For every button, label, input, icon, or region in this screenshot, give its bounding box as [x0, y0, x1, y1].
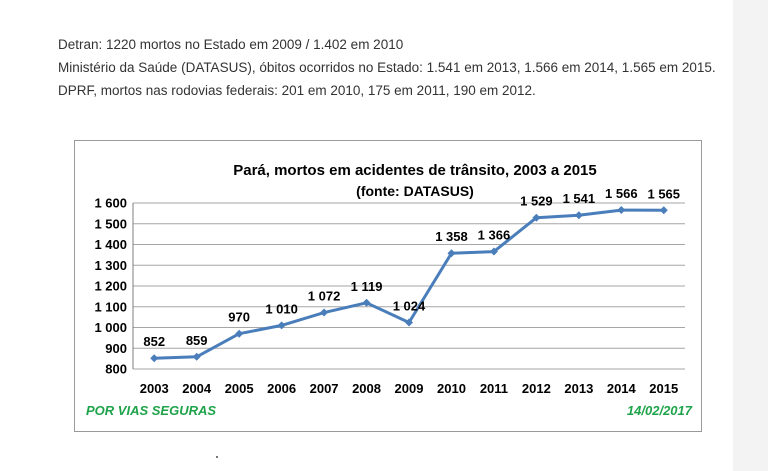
- data-label: 1 566: [605, 186, 638, 201]
- data-point: [447, 249, 456, 258]
- intro-text: Detran: 1220 mortos no Estado em 2009 / …: [58, 36, 728, 105]
- y-tick-label: 1 300: [94, 258, 127, 273]
- data-label: 1 024: [393, 299, 426, 314]
- y-tick-label: 900: [105, 341, 127, 356]
- data-label: 1 358: [435, 229, 468, 244]
- series-line-path: [154, 208, 664, 360]
- footer-date-label: 14/02/2017: [626, 403, 692, 418]
- data-label: 1 072: [308, 289, 341, 304]
- y-tick-label: 1 500: [94, 216, 127, 231]
- data-label: 1 529: [520, 194, 553, 209]
- x-tick-label: 2009: [395, 381, 424, 396]
- y-tick-label: 1 600: [94, 196, 127, 211]
- data-labels: 852 859 970 1 010 1 072 1 119 1 024 1 358 1 366 1…: [143, 186, 680, 349]
- data-point: [659, 206, 668, 215]
- x-tick-label: 2015: [649, 381, 678, 396]
- data-label: 1 119: [351, 279, 383, 294]
- y-tick-label: 1 000: [94, 320, 127, 335]
- x-tick-label: 2006: [267, 381, 296, 396]
- line-chart: Pará, mortos em acidentes de trânsito, 2…: [94, 162, 685, 396]
- x-tick-label: 2014: [607, 381, 637, 396]
- intro-line-datasus: Ministério da Saúde (DATASUS), óbitos oc…: [58, 60, 716, 75]
- intro-line-dprf: DPRF, mortos nas rodovias federais: 201 …: [58, 83, 536, 98]
- x-tick-label: 2008: [352, 381, 381, 396]
- x-axis-ticks: 2003 2004 2005 2006 2007 2008 2009 2010 2011 2012…: [140, 381, 678, 396]
- data-point: [532, 213, 541, 222]
- stray-dot: [216, 456, 218, 458]
- x-tick-label: 2011: [480, 381, 508, 396]
- data-point: [320, 308, 329, 317]
- data-point: [362, 298, 371, 307]
- data-point: [150, 354, 159, 363]
- data-label: 852: [143, 334, 165, 349]
- chart-subtitle: (fonte: DATASUS): [356, 183, 474, 199]
- data-label: 1 541: [563, 191, 596, 206]
- right-margin-shade: [733, 0, 768, 471]
- y-tick-label: 1 400: [94, 237, 127, 252]
- x-tick-label: 2003: [140, 381, 169, 396]
- y-tick-label: 1 100: [94, 299, 127, 314]
- series-line: [150, 206, 668, 363]
- data-point: [192, 352, 201, 361]
- chart-title: Pará, mortos em acidentes de trânsito, 2…: [233, 162, 597, 179]
- y-tick-label: 800: [105, 362, 127, 377]
- data-point: [277, 321, 286, 330]
- x-tick-label: 2004: [182, 381, 212, 396]
- data-label: 970: [228, 310, 250, 325]
- data-point: [617, 206, 626, 215]
- x-tick-label: 2005: [225, 381, 254, 396]
- y-tick-label: 1 200: [94, 279, 127, 294]
- x-tick-label: 2012: [522, 381, 551, 396]
- grid-lines: [132, 202, 685, 370]
- footer-source-label: POR VIAS SEGURAS: [86, 403, 217, 418]
- x-tick-label: 2010: [437, 381, 466, 396]
- chart-container: Pará, mortos em acidentes de trânsito, 2…: [74, 140, 702, 432]
- x-tick-label: 2013: [564, 381, 593, 396]
- data-point: [489, 247, 498, 256]
- data-label: 1 010: [265, 301, 298, 316]
- data-label: 1 366: [478, 228, 511, 243]
- data-label: 1 565: [647, 186, 680, 201]
- data-point: [405, 318, 413, 327]
- data-label: 859: [186, 333, 208, 348]
- intro-line-detran: Detran: 1220 mortos no Estado em 2009 / …: [58, 37, 404, 52]
- data-point: [235, 329, 244, 338]
- x-tick-label: 2007: [310, 381, 339, 396]
- y-axis-ticks: 800 900 1 000 1 100 1 200 1 300 1 400 1 500 1 60…: [94, 196, 127, 377]
- data-point: [574, 211, 583, 220]
